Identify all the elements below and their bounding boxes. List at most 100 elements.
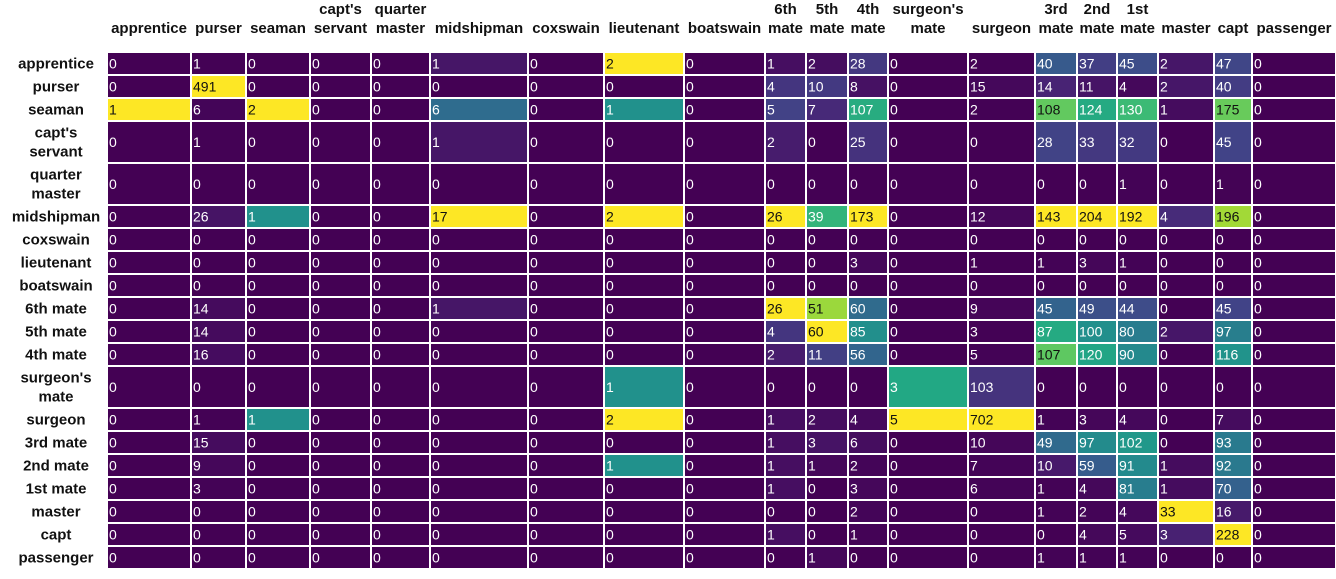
heatmap-cell: [967, 227, 1036, 252]
heatmap-cell: [683, 499, 766, 524]
heatmap-cell: [106, 545, 192, 570]
cell-value-label: 0: [373, 347, 381, 363]
cell-value-label: 0: [1254, 379, 1262, 395]
heatmap-cell: [527, 97, 605, 122]
heatmap-cell: [1157, 162, 1215, 206]
heatmap-cell: [429, 162, 529, 206]
heatmap-cell: [887, 97, 969, 122]
cell-value-label: 0: [109, 347, 117, 363]
heatmap-cell: [1251, 74, 1336, 99]
cell-value-label: 0: [1160, 550, 1168, 566]
cell-value-label: 0: [1119, 232, 1127, 248]
heatmap-cell: [967, 97, 1036, 122]
row-label: seaman: [28, 102, 84, 119]
heatmap-cell: [106, 162, 192, 206]
cell-value-label: 0: [373, 79, 381, 95]
cell-value-label: 2: [1160, 324, 1168, 340]
heatmap-cell: [683, 545, 766, 570]
row-label: capt's servant: [29, 125, 82, 161]
heatmap-cell: [887, 74, 969, 99]
cell-value-label: 0: [248, 379, 256, 395]
heatmap-cell: [683, 430, 766, 455]
cell-value-label: 0: [312, 379, 320, 395]
cell-value-label: 0: [1160, 278, 1168, 294]
cell-value-label: 124: [1079, 102, 1103, 118]
cell-value-label: 0: [808, 527, 816, 543]
cell-value-label: 1: [1079, 550, 1087, 566]
cell-value-label: 15: [970, 79, 986, 95]
heatmap-cell: [603, 407, 685, 432]
column-label: quarter master: [375, 1, 427, 37]
heatmap-cell: [805, 162, 849, 206]
column-label: passenger: [1256, 20, 1331, 37]
heatmap-cell: [106, 97, 192, 122]
cell-value-label: 1: [606, 102, 614, 118]
cell-value-label: 0: [890, 134, 898, 150]
heatmap-cell: [887, 407, 969, 432]
cell-value-label: 0: [312, 347, 320, 363]
cell-value-label: 11: [1079, 79, 1094, 95]
heatmap-cell: [1251, 319, 1336, 344]
heatmap-cell: [106, 499, 192, 524]
cell-value-label: 0: [373, 324, 381, 340]
heatmap-cell: [527, 342, 605, 367]
heatmap-cell: [1034, 120, 1078, 164]
cell-value-label: 6: [193, 102, 201, 118]
heatmap-cell: [1251, 204, 1336, 229]
cell-value-label: 6: [432, 102, 440, 118]
cell-value-label: 0: [373, 209, 381, 225]
cell-value-label: 0: [312, 209, 320, 225]
heatmap-cell: [683, 342, 766, 367]
cell-value-label: 0: [109, 255, 117, 271]
cell-value-label: 0: [248, 324, 256, 340]
cell-value-label: 0: [1160, 379, 1168, 395]
cell-value-label: 102: [1119, 435, 1143, 451]
cell-value-label: 0: [432, 435, 440, 451]
cell-value-label: 0: [606, 550, 614, 566]
cell-value-label: 0: [1254, 435, 1262, 451]
cell-value-label: 0: [850, 550, 858, 566]
cell-value-label: 0: [193, 504, 201, 520]
cell-value-label: 0: [248, 56, 256, 72]
column-label: master: [1161, 20, 1210, 37]
heatmap-cell: [603, 545, 685, 570]
column-label: surgeon's mate: [892, 1, 963, 37]
column-label: 4th mate: [850, 1, 885, 37]
heatmap-cell: [429, 296, 529, 321]
cell-value-label: 116: [1216, 347, 1239, 363]
heatmap-cell: [603, 250, 685, 275]
cell-value-label: 0: [606, 232, 614, 248]
cell-value-label: 0: [109, 379, 117, 395]
cell-value-label: 0: [312, 56, 320, 72]
cell-value-label: 0: [808, 232, 816, 248]
cell-value-label: 0: [193, 527, 201, 543]
heatmap-cell: [106, 365, 192, 409]
heatmap-cell: [603, 227, 685, 252]
cell-value-label: 45: [1216, 134, 1232, 150]
cell-value-label: 4: [1079, 481, 1087, 497]
cell-value-label: 0: [248, 176, 256, 192]
cell-value-label: 0: [850, 176, 858, 192]
heatmap-cell: [683, 522, 766, 547]
cell-value-label: 0: [193, 278, 201, 294]
cell-value-label: 4: [1119, 412, 1127, 428]
heatmap-cell: [603, 296, 685, 321]
heatmap-cell: [106, 296, 192, 321]
column-label: coxswain: [532, 20, 600, 37]
column-label: purser: [195, 20, 242, 37]
cell-value-label: 0: [1160, 232, 1168, 248]
cell-value-label: 0: [606, 435, 614, 451]
cell-value-label: 0: [432, 412, 440, 428]
cell-value-label: 0: [767, 379, 775, 395]
heatmap-cell: [967, 342, 1036, 367]
cell-value-label: 0: [432, 255, 440, 271]
heatmap-cell: [967, 545, 1036, 570]
cell-value-label: 0: [373, 278, 381, 294]
cell-value-label: 2: [850, 504, 858, 520]
cell-value-label: 0: [1254, 209, 1262, 225]
cell-value-label: 2: [1160, 56, 1168, 72]
cell-value-label: 0: [890, 324, 898, 340]
cell-value-label: 0: [1254, 550, 1262, 566]
cell-value-label: 0: [530, 255, 538, 271]
cell-value-label: 92: [1216, 458, 1232, 474]
